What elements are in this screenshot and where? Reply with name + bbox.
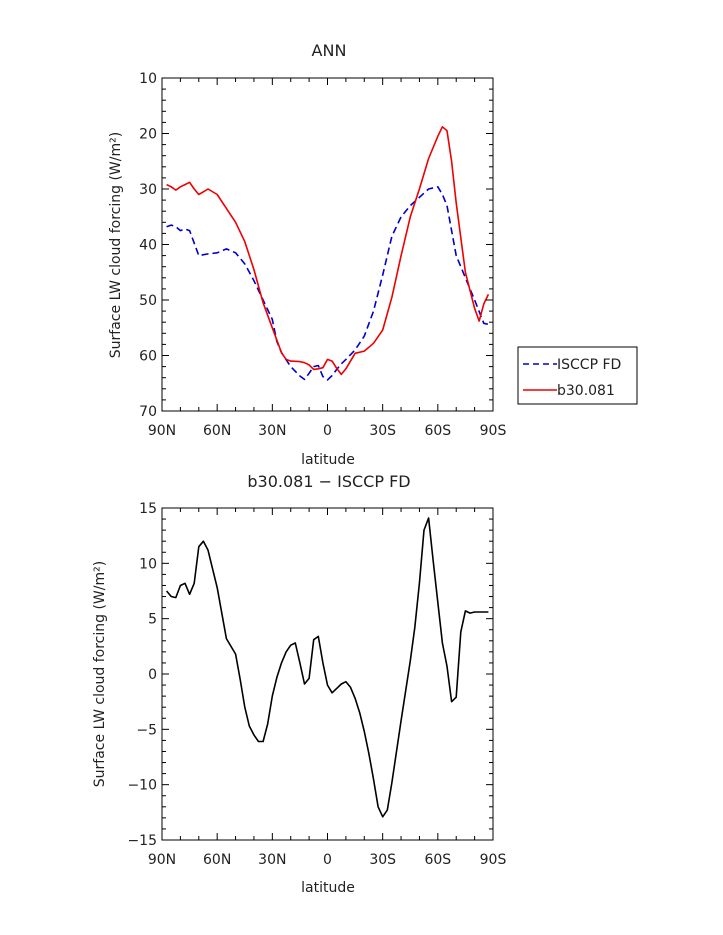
x-tick-label: 60N: [203, 852, 231, 868]
x-tick-label: 0: [323, 423, 332, 439]
y-tick-label: 40: [139, 238, 157, 254]
x-tick-label: 90S: [480, 852, 507, 868]
chart-panel-top: ANN 90N 60N 30N 0 30S 60S 90S 10 20 30 40 50 60 70 la…: [108, 41, 638, 468]
legend-box: [517, 346, 638, 405]
x-tick-label: 30S: [369, 852, 396, 868]
difference-series-line: [165, 517, 489, 818]
legend-label-isccp: ISCCP FD: [557, 357, 621, 373]
y-tick-label: 0: [148, 667, 157, 683]
x-tick-label: 90N: [148, 852, 176, 868]
x-tick-label: 90S: [480, 423, 507, 439]
isccp-fd-series-line: [166, 186, 489, 381]
y-tick-label: 30: [139, 182, 157, 198]
y-tick-label: −10: [127, 778, 157, 794]
plot-frame: [161, 507, 494, 841]
x-tick-label: 90N: [148, 423, 176, 439]
legend-label-b30: b30.081: [557, 383, 615, 399]
y-axis-label: Surface LW cloud forcing (W/m²): [92, 561, 108, 787]
y-tick-label: 70: [139, 404, 157, 420]
y-axis-label: Surface LW cloud forcing (W/m²): [108, 132, 124, 358]
chart-title: ANN: [312, 41, 347, 60]
y-tick-label: 10: [139, 556, 157, 572]
y-tick-label: 60: [139, 349, 157, 365]
chart-panel-bottom: b30.081 − ISCCP FD 90N 60N 30N 0 30S 60S 90S 15…: [92, 472, 506, 896]
x-tick-label: 30N: [258, 423, 286, 439]
x-tick-label: 30S: [369, 423, 396, 439]
y-tick-label: 50: [139, 293, 157, 309]
x-tick-label: 0: [323, 852, 332, 868]
x-tick-label: 30N: [258, 852, 286, 868]
x-axis-label: latitude: [301, 452, 355, 468]
x-axis-label: latitude: [301, 880, 355, 896]
legend: ISCCP FD b30.081: [517, 346, 638, 405]
b30-081-series-line: [166, 126, 490, 376]
x-tick-label: 60S: [424, 423, 451, 439]
y-tick-label: 5: [148, 612, 157, 628]
x-tick-label: 60S: [424, 852, 451, 868]
y-tick-label: −5: [136, 722, 157, 738]
y-tick-label: −15: [127, 833, 157, 849]
y-tick-label: 15: [139, 501, 157, 517]
y-tick-label: 10: [139, 71, 157, 87]
y-tick-label: 20: [139, 127, 157, 143]
x-tick-label: 60N: [203, 423, 231, 439]
chart-title: b30.081 − ISCCP FD: [247, 472, 410, 491]
